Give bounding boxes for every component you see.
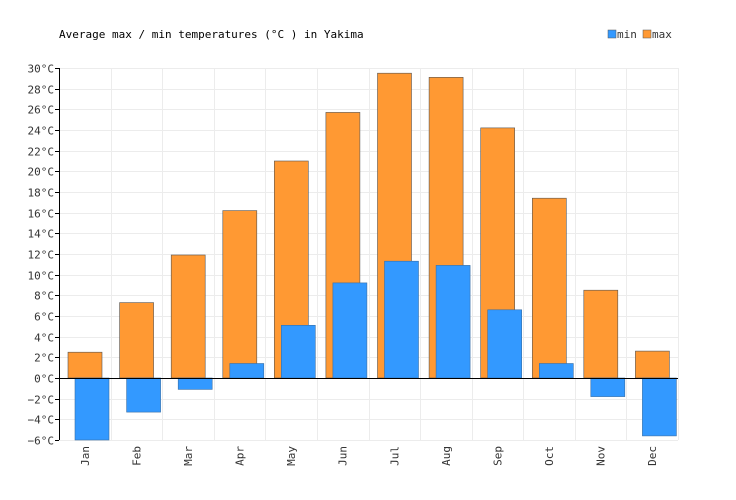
legend-label-min: min xyxy=(617,28,637,41)
legend-swatch-min xyxy=(607,29,617,39)
bar-min-aug xyxy=(435,265,471,379)
bar-min-oct xyxy=(538,363,574,379)
bar-max-dec xyxy=(635,350,670,379)
chart-title: Average max / min temperatures (°C ) in … xyxy=(59,28,364,41)
y-tick-label: 18°C xyxy=(28,187,55,200)
x-tick-label: May xyxy=(285,446,298,466)
bar-max-jan xyxy=(67,351,103,379)
bars xyxy=(67,72,677,441)
legend-label-max: max xyxy=(652,28,672,41)
y-tick-label: 0°C xyxy=(34,373,54,386)
bar-min-feb xyxy=(126,377,161,413)
bar-min-jan xyxy=(74,377,110,441)
y-tick-label: 14°C xyxy=(28,228,55,241)
x-tick-label: Sep xyxy=(491,446,504,466)
x-tick-label: Apr xyxy=(234,446,247,466)
y-tick-label: 20°C xyxy=(28,166,55,179)
y-tick-label: 2°C xyxy=(34,352,54,365)
bar-min-jun xyxy=(332,282,368,379)
bar-min-sep xyxy=(487,309,523,379)
x-tick-label: Aug xyxy=(440,446,453,466)
bar-min-dec xyxy=(642,377,677,437)
x-tick-label: Jul xyxy=(388,446,401,466)
bar-max-mar xyxy=(170,254,206,379)
x-tick-label: Feb xyxy=(130,446,143,466)
bar-min-may xyxy=(280,324,316,379)
x-tick-label: Nov xyxy=(595,446,608,466)
y-tick-label: 30°C xyxy=(28,63,55,76)
bar-max-feb xyxy=(119,302,154,379)
y-tick-label: −6°C xyxy=(28,435,55,448)
x-tick-label: Dec xyxy=(646,446,659,466)
legend: min max xyxy=(607,28,672,41)
y-tick-label: 4°C xyxy=(34,332,54,345)
x-tick-label: Jun xyxy=(337,446,350,466)
y-tick-label: 8°C xyxy=(34,290,54,303)
y-tick-label: 28°C xyxy=(28,84,55,97)
y-tick-label: 12°C xyxy=(28,249,55,262)
axes: 30°C 28°C 26°C 24°C 22°C 20°C 18°C 16°C 14°C 12°C… xyxy=(28,63,678,466)
y-tick-label: 22°C xyxy=(28,146,55,159)
y-tick-label: −4°C xyxy=(28,414,55,427)
y-tick-label: −2°C xyxy=(28,394,55,407)
y-tick-label: 6°C xyxy=(34,311,54,324)
bar-max-nov xyxy=(583,289,619,379)
bar-max-oct xyxy=(531,197,567,379)
x-tick-label: Mar xyxy=(182,446,195,466)
x-tick-label: Jan xyxy=(79,446,92,466)
y-tick-label: 26°C xyxy=(28,104,55,117)
bar-min-jul xyxy=(384,260,419,379)
legend-swatch-max xyxy=(642,29,652,39)
bar-max-apr xyxy=(222,210,258,379)
bar-min-apr xyxy=(229,363,265,379)
y-tick-label: 16°C xyxy=(28,208,55,221)
x-tick-label: Oct xyxy=(543,446,556,466)
bar-min-nov xyxy=(590,377,626,397)
bar-min-mar xyxy=(177,377,213,390)
y-tick-label: 24°C xyxy=(28,125,55,138)
y-tick-label: 10°C xyxy=(28,270,55,283)
